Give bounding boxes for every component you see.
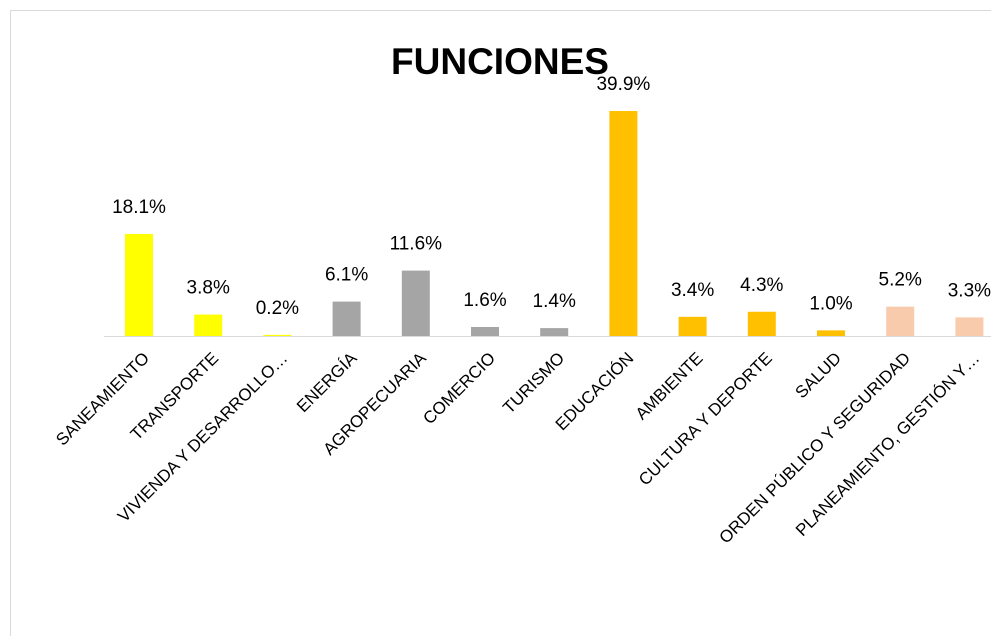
bar (747, 311, 776, 336)
bar (471, 326, 499, 336)
value-label: 5.2% (879, 270, 922, 291)
value-label: 4.3% (740, 275, 783, 296)
value-label: 18.1% (112, 197, 166, 218)
bar (194, 314, 223, 336)
bar (540, 328, 569, 336)
value-label: 0.2% (256, 298, 299, 319)
value-label: 1.6% (463, 290, 506, 311)
bar (886, 306, 915, 336)
chart-frame (10, 10, 991, 636)
bar (401, 270, 430, 336)
value-label: 6.1% (325, 265, 368, 286)
bar (817, 330, 845, 336)
chart-title: FUNCIONES (391, 41, 609, 82)
value-label: 39.9% (596, 74, 650, 95)
value-label: 1.0% (809, 293, 852, 314)
value-label: 1.4% (533, 291, 576, 312)
bar (678, 316, 707, 336)
bar (125, 233, 153, 336)
value-label: 11.6% (390, 234, 443, 255)
value-label: 3.4% (671, 280, 714, 301)
value-label: 3.3% (948, 280, 991, 301)
bar (609, 111, 638, 336)
bar (955, 317, 984, 336)
value-label: 3.8% (187, 278, 230, 299)
bar (332, 301, 361, 336)
bar (263, 334, 292, 336)
